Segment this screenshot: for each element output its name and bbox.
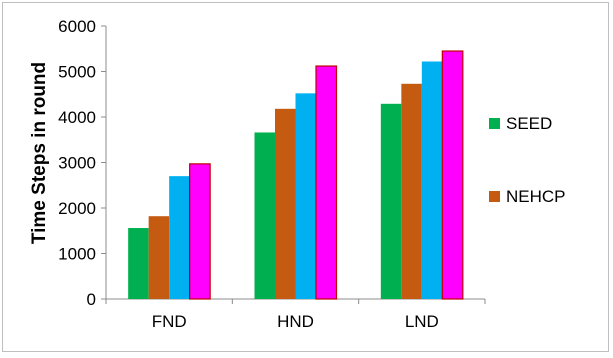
legend: SEED NEHCP — [489, 114, 566, 206]
legend-label-nehcp: NEHCP — [506, 187, 566, 206]
y-axis-label: Time Steps in round — [29, 62, 50, 244]
bar-fnd-series-4 — [189, 163, 211, 300]
y-tick-label: 5000 — [58, 63, 96, 82]
bar-lnd-series-3 — [421, 61, 443, 299]
bar-chart: Time Steps in round 0 1000 2000 3000 4000 500… — [29, 17, 566, 331]
y-tick-label: 1000 — [58, 245, 96, 264]
legend-swatch-seed — [489, 118, 500, 129]
bar-lnd-series-1 — [380, 103, 402, 300]
bar-hnd-series-3 — [295, 93, 316, 299]
bar-fnd-series-2 — [148, 216, 170, 299]
x-tick-label: LND — [405, 312, 439, 331]
y-tick-label: 2000 — [58, 199, 96, 218]
bar-lnd-series-2 — [401, 83, 422, 299]
y-tick-label: 6000 — [58, 17, 96, 36]
x-tick-label: HND — [277, 312, 314, 331]
plot-area: 0 1000 2000 3000 4000 5000 6000 FND HND LND — [58, 17, 486, 331]
legend-swatch-nehcp — [489, 191, 500, 202]
bar-hnd-series-4 — [315, 65, 338, 300]
y-tick-label: 0 — [87, 290, 96, 309]
y-tick-label: 3000 — [58, 154, 96, 173]
bar-fnd-series-1 — [128, 228, 149, 299]
bar-hnd-series-2 — [275, 108, 296, 299]
x-tick-label: FND — [152, 312, 187, 331]
bar-hnd-series-1 — [254, 132, 275, 299]
legend-label-seed: SEED — [506, 114, 552, 133]
chart-frame: Time Steps in round 0 1000 2000 3000 4000 500… — [2, 2, 609, 352]
y-tick-label: 4000 — [58, 108, 96, 127]
bar-lnd-series-4 — [441, 50, 464, 300]
bar-fnd-series-3 — [169, 176, 190, 299]
